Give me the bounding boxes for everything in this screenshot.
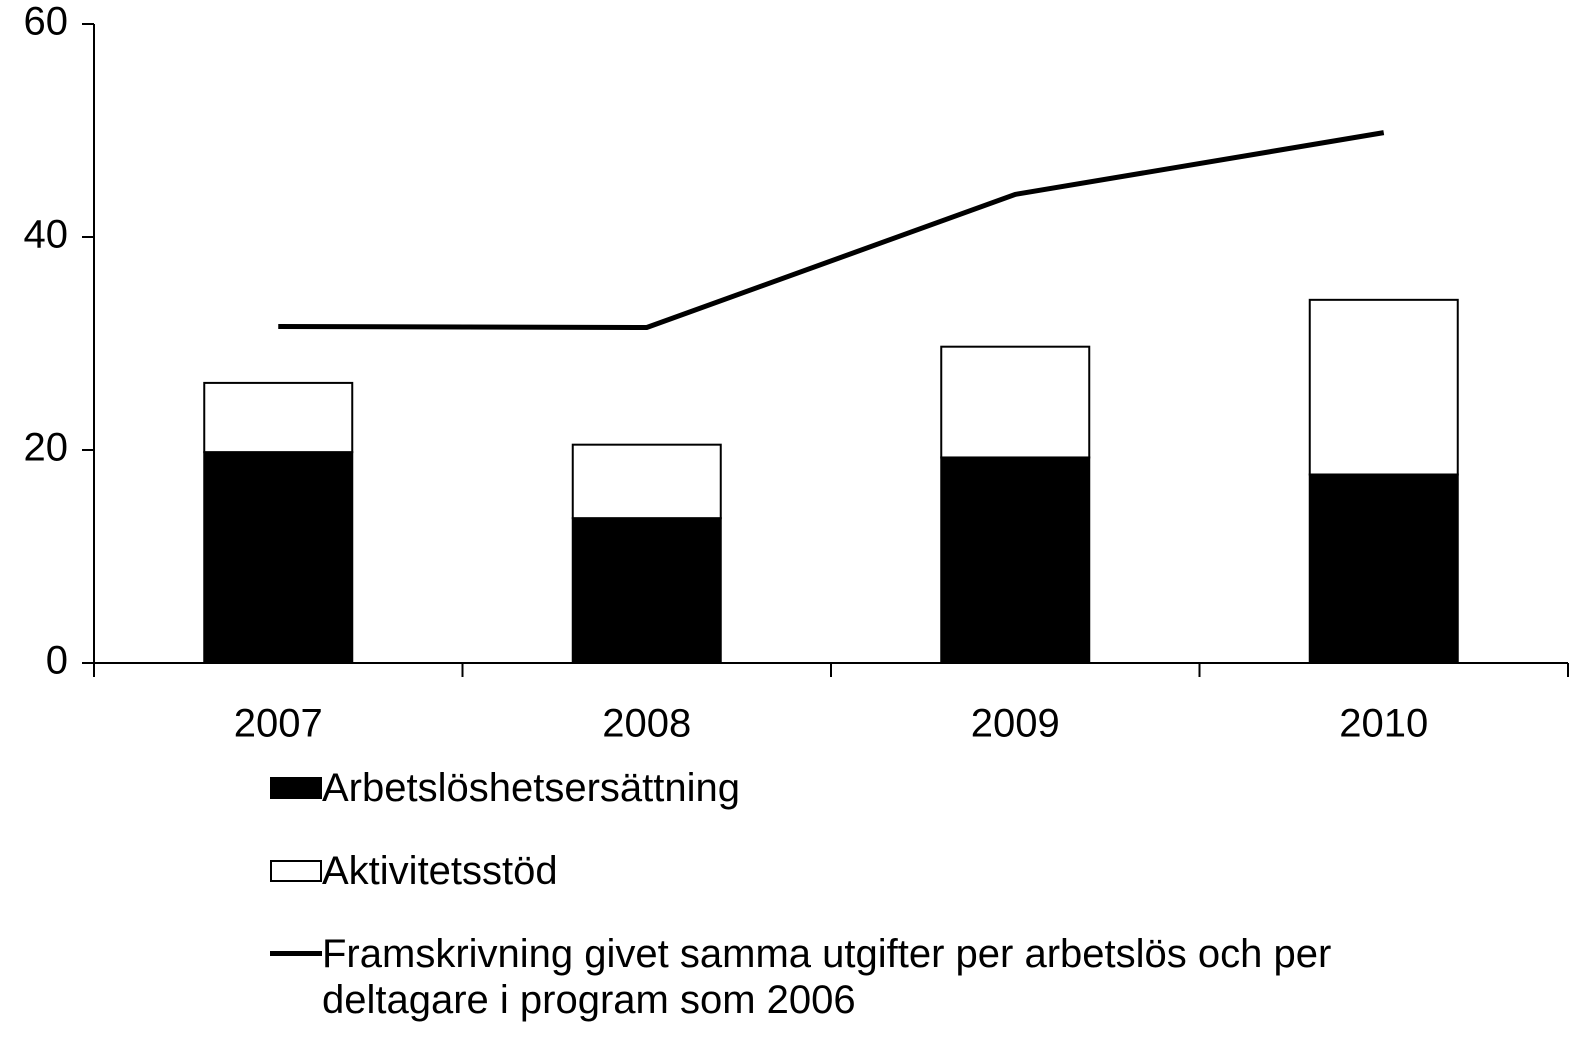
y-tick-label: 60: [24, 0, 69, 44]
bar-segment: [1308, 473, 1459, 664]
bar-segment: [1308, 298, 1459, 476]
x-tick-label: 2009: [971, 702, 1060, 746]
bar-segment: [571, 443, 722, 520]
x-tick-label: 2007: [234, 702, 323, 746]
legend: Arbetslöshetsersättning Aktivitetsstöd Fra…: [270, 765, 1470, 1060]
x-tick-label: 2010: [1339, 702, 1428, 746]
y-tick-label: 0: [46, 639, 68, 683]
legend-label: Arbetslöshetsersättning: [322, 766, 741, 810]
bar-segment: [940, 345, 1091, 459]
bar-segment: [571, 517, 722, 664]
legend-swatch: [270, 860, 322, 882]
legend-item: Arbetslöshetsersättning: [270, 765, 1470, 811]
line-series: [278, 130, 1385, 331]
x-tick-label: 2008: [602, 702, 691, 746]
bar-segment: [940, 456, 1091, 664]
chart: 0 20 40 60 2007 2008 2009 2010: [24, 0, 1569, 746]
legend-swatch: [270, 777, 322, 799]
legend-item: Aktivitetsstöd: [270, 848, 1470, 894]
bar-segment: [203, 451, 354, 664]
legend-label: Framskrivning givet samma utgifter per a…: [322, 932, 1332, 1022]
bar-segment: [203, 381, 354, 454]
legend-item: Framskrivning givet samma utgifter per a…: [270, 931, 1470, 1023]
legend-label: Aktivitetsstöd: [322, 849, 558, 893]
y-tick-label: 40: [24, 213, 69, 257]
y-tick-label: 20: [24, 426, 69, 470]
legend-swatch: [270, 951, 322, 956]
